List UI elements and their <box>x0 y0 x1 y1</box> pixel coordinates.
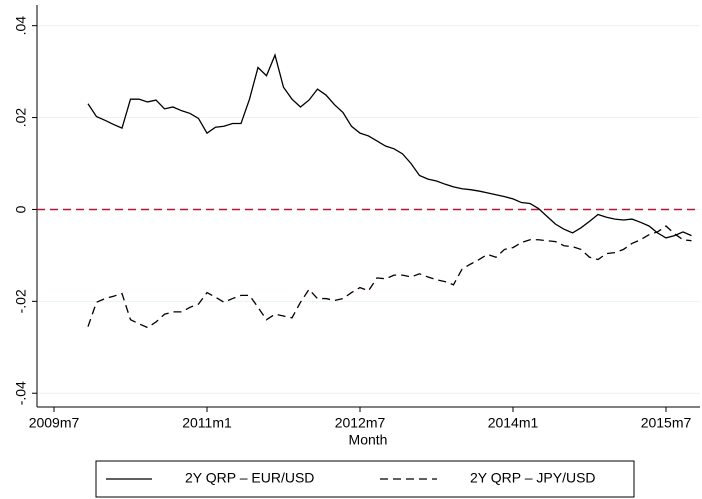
x-tick-label: 2011m1 <box>182 415 232 431</box>
x-tick-label: 2014m1 <box>488 415 539 431</box>
x-tick-label: 2015m7 <box>641 415 692 431</box>
x-axis-label: Month <box>349 432 388 448</box>
y-tick-label: -.02 <box>13 289 29 313</box>
legend-label: 2Y QRP – JPY/USD <box>470 470 596 486</box>
series-line <box>87 225 692 329</box>
legend-label: 2Y QRP – EUR/USD <box>185 470 314 486</box>
y-tick-label: 0 <box>13 205 29 213</box>
x-tick-label: 2009m7 <box>29 415 80 431</box>
y-tick-label: -.04 <box>13 381 29 405</box>
series-line <box>87 53 692 239</box>
legend-box <box>95 460 635 498</box>
y-tick-label: .04 <box>13 16 29 36</box>
x-tick-label: 2012m7 <box>335 415 386 431</box>
y-tick-label: .02 <box>13 108 29 128</box>
